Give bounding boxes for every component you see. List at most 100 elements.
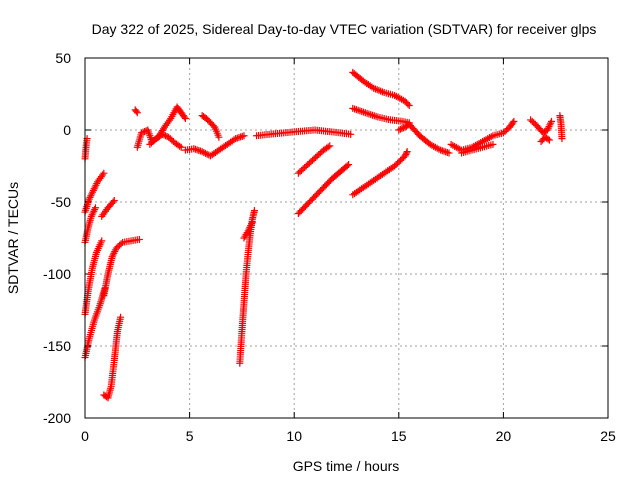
- data-point: [245, 225, 253, 233]
- data-point: [544, 124, 552, 132]
- data-point: [250, 207, 258, 215]
- data-point: [87, 192, 95, 200]
- data-point: [89, 186, 97, 194]
- data-point: [201, 149, 209, 157]
- data-point: [177, 143, 185, 151]
- data-series-arc-z: [537, 133, 553, 146]
- data-point: [246, 223, 254, 231]
- data-point: [230, 136, 238, 144]
- data-point: [87, 212, 95, 220]
- y-tick-label: -200: [43, 410, 71, 426]
- data-point: [133, 109, 141, 117]
- data-series-arc-r: [294, 142, 334, 177]
- data-series-arc-g: [100, 235, 143, 300]
- data-point: [403, 148, 411, 156]
- x-tick-label: 15: [391, 428, 407, 444]
- data-point: [395, 126, 403, 134]
- data-point: [99, 171, 107, 179]
- data-point: [86, 193, 94, 201]
- data-point: [547, 119, 555, 127]
- data-series-arc-p: [253, 126, 355, 140]
- data-series-arc-u: [349, 148, 411, 199]
- data-point: [244, 227, 252, 235]
- data-point: [160, 131, 168, 139]
- x-tick-label: 20: [496, 428, 512, 444]
- data-series-arc-za: [556, 112, 566, 143]
- data-point: [398, 125, 406, 133]
- data-point: [100, 169, 108, 177]
- data-point: [545, 136, 553, 144]
- data-point: [240, 132, 248, 140]
- data-point: [181, 114, 189, 122]
- data-point: [109, 251, 117, 259]
- data-series-arc-h: [100, 313, 125, 402]
- data-point: [326, 142, 334, 150]
- data-point: [88, 211, 96, 219]
- y-axis-label: SDTVAR / TECUs: [5, 182, 21, 294]
- data-point: [347, 130, 355, 138]
- data-point: [489, 140, 497, 148]
- x-axis-label: GPS time / hours: [293, 458, 400, 474]
- data-series-arc-q: [294, 161, 353, 218]
- data-point: [396, 125, 404, 133]
- x-tick-label: 0: [81, 428, 89, 444]
- data-point: [162, 132, 170, 140]
- data-point: [545, 123, 553, 131]
- data-series-arc-s: [349, 68, 413, 110]
- data-point: [558, 135, 566, 143]
- data-point: [111, 248, 119, 256]
- data-point: [108, 253, 116, 261]
- data-point: [137, 129, 145, 137]
- data-point: [110, 197, 118, 205]
- data-series-arc-v: [395, 120, 453, 157]
- data-point: [135, 235, 143, 243]
- data-point: [248, 218, 256, 226]
- data-point: [324, 143, 332, 151]
- data-point: [248, 220, 256, 228]
- data-series-arc-o: [240, 218, 256, 242]
- data-points: [81, 68, 566, 402]
- data-point: [345, 161, 353, 169]
- data-series-arc-l: [198, 112, 223, 141]
- y-tick-label: -150: [43, 338, 71, 354]
- x-tick-label: 25: [600, 428, 616, 444]
- x-tick-label: 10: [286, 428, 302, 444]
- data-point: [247, 222, 255, 230]
- data-point: [117, 240, 125, 248]
- data-series-arc-c: [81, 204, 99, 246]
- data-point: [85, 195, 93, 203]
- data-series-arc-i: [131, 106, 141, 117]
- data-point: [90, 207, 98, 215]
- data-point: [402, 149, 410, 157]
- data-point: [215, 133, 223, 141]
- data-point: [109, 198, 117, 206]
- data-series-arc-m: [181, 132, 248, 160]
- plot-frame: [84, 57, 609, 419]
- data-point: [117, 313, 125, 321]
- data-point: [176, 142, 184, 150]
- data-point: [548, 117, 556, 125]
- data-point: [92, 181, 100, 189]
- data-point: [89, 188, 97, 196]
- data-point: [132, 107, 140, 115]
- data-series-arc-y: [527, 116, 556, 137]
- data-point: [445, 149, 453, 157]
- y-tick-label: -50: [51, 194, 71, 210]
- y-tick-label: -100: [43, 266, 71, 282]
- data-point: [343, 162, 351, 170]
- data-point: [404, 100, 412, 108]
- data-point: [400, 124, 408, 132]
- data-point: [546, 121, 554, 129]
- data-point: [544, 135, 552, 143]
- data-series-arc-x: [458, 140, 497, 157]
- data-series-arc-t: [349, 104, 413, 127]
- data-point: [98, 237, 106, 245]
- data-point: [158, 130, 166, 138]
- data-point: [198, 148, 206, 156]
- data-point: [509, 119, 517, 127]
- data-point: [91, 183, 99, 191]
- data-point: [110, 249, 118, 257]
- data-series-arc-f: [98, 197, 118, 220]
